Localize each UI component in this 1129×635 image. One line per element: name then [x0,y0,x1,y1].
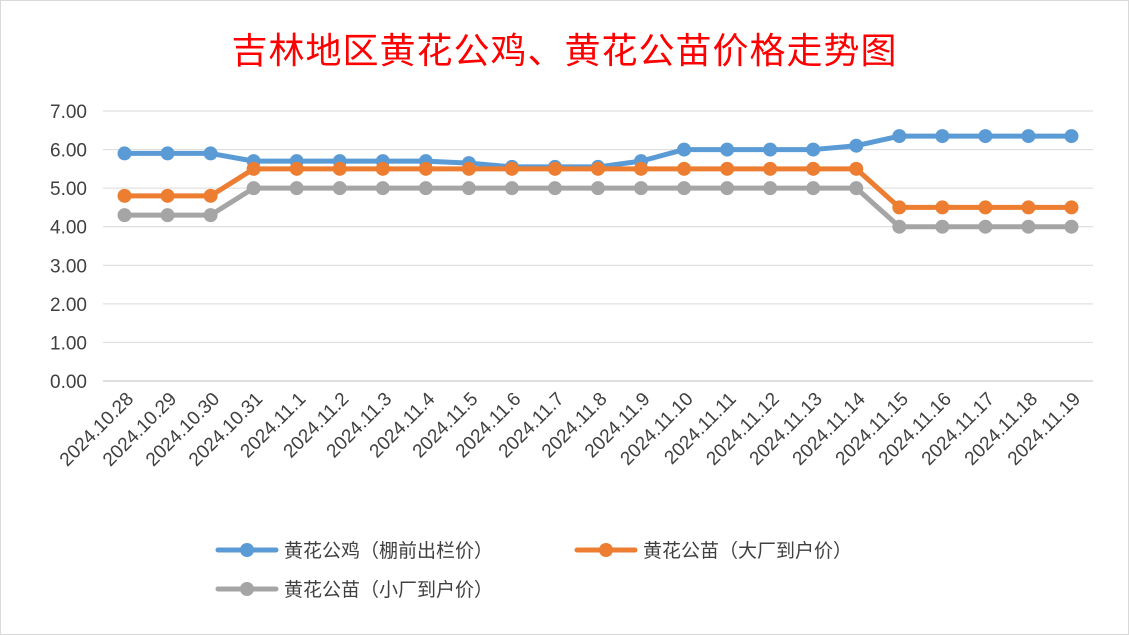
y-tick-label: 3.00 [50,256,87,277]
data-point [1021,129,1036,144]
data-point [892,129,907,144]
data-point [1021,219,1036,234]
data-point [849,138,864,153]
data-point [935,200,950,215]
data-point [763,142,778,157]
data-point [978,129,993,144]
data-point [117,146,132,161]
data-point [203,146,218,161]
data-point [332,161,347,176]
data-point [591,181,605,196]
data-point [375,161,390,176]
data-point [720,181,735,196]
data-point [504,181,519,196]
legend-swatch-marker [599,543,613,557]
data-point [289,181,304,196]
data-point [634,181,649,196]
y-tick-label: 7.00 [50,102,87,123]
data-point [763,161,778,176]
data-point [806,161,821,176]
y-tick-label: 4.00 [50,218,87,239]
data-point [978,219,993,234]
data-point [677,181,692,196]
data-point [117,208,132,223]
data-point [203,208,218,223]
data-point [892,200,907,215]
data-point [1064,129,1079,144]
data-point [461,161,476,176]
legend-label: 黄花公苗（大厂到户价） [643,540,852,562]
legend-swatch-marker [240,582,254,596]
data-point [978,200,993,215]
data-point [418,181,433,196]
data-point [849,181,864,196]
data-point [806,142,821,157]
data-point [504,161,519,176]
data-point [677,161,692,176]
data-point [246,181,261,196]
legend-swatch-marker [240,543,254,557]
data-point [1064,200,1079,215]
data-point [677,142,692,157]
data-point [1064,219,1079,234]
data-point [418,161,433,176]
data-point [160,208,175,223]
data-point [461,181,476,196]
data-point [246,161,261,176]
data-point [591,161,605,176]
data-point [806,181,821,196]
data-point [160,146,175,161]
data-point [547,161,562,176]
legend-label: 黄花公鸡（棚前出栏价） [284,540,493,562]
data-point [720,142,735,157]
data-point [160,188,175,203]
y-tick-label: 0.00 [50,372,87,393]
data-point [117,188,132,203]
data-point [763,181,778,196]
data-point [203,188,218,203]
data-point [935,219,950,234]
data-point [634,161,649,176]
y-tick-label: 2.00 [50,295,87,316]
data-point [935,129,950,144]
legend-label: 黄花公苗（小厂到户价） [284,579,493,601]
data-point [375,181,390,196]
y-tick-label: 6.00 [50,141,87,162]
y-tick-label: 1.00 [50,333,87,354]
data-point [720,161,735,176]
data-point [892,219,907,234]
data-point [547,181,562,196]
data-point [289,161,304,176]
data-point [332,181,347,196]
data-point [849,161,864,176]
y-tick-label: 5.00 [50,179,87,200]
data-point [1021,200,1036,215]
chart-title: 吉林地区黄花公鸡、黄花公苗价格走势图 [231,31,898,72]
